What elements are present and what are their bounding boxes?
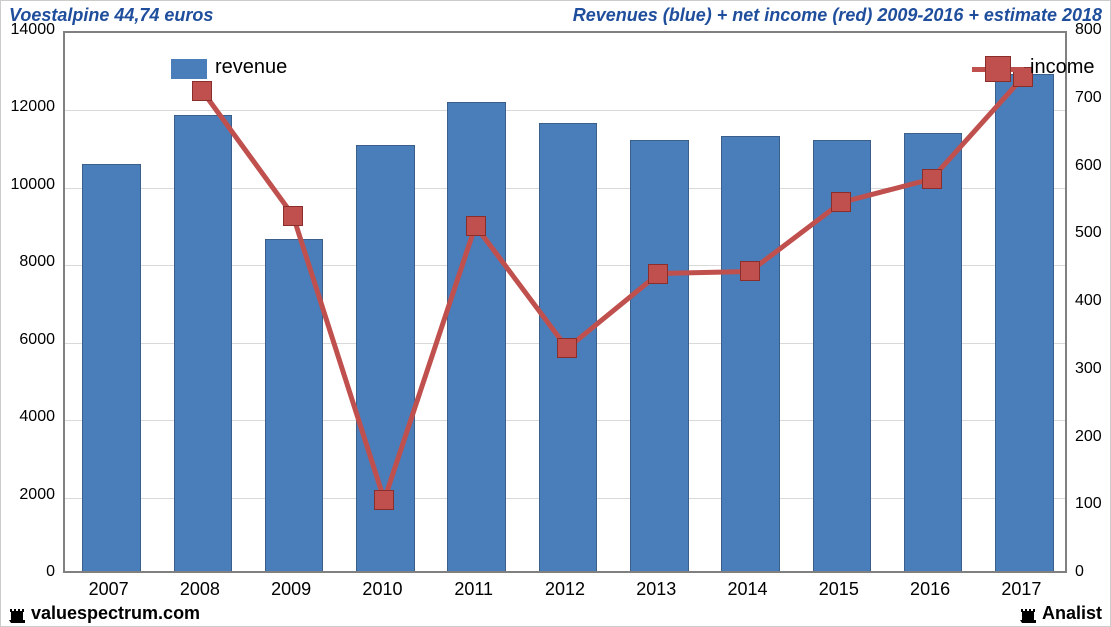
y-left-tick-label: 8000: [19, 253, 55, 271]
footer-left-text: valuespectrum.com: [31, 603, 200, 624]
y-right-tick-label: 100: [1075, 495, 1102, 513]
revenue-bar: [995, 74, 1054, 571]
x-tick-label: 2008: [180, 579, 220, 600]
x-tick-label: 2012: [545, 579, 585, 600]
revenue-bar: [630, 140, 689, 571]
rook-icon: [1020, 603, 1038, 623]
revenue-bar: [82, 164, 141, 572]
x-tick-label: 2014: [728, 579, 768, 600]
footer-right-text: Analist: [1042, 603, 1102, 624]
y-left-tick-label: 6000: [19, 331, 55, 349]
income-marker: [831, 192, 851, 212]
y-right-tick-label: 600: [1075, 157, 1102, 175]
y-left-tick-label: 0: [46, 563, 55, 581]
income-marker: [922, 169, 942, 189]
y-left-tick-label: 14000: [11, 21, 56, 39]
header-right-title: Revenues (blue) + net income (red) 2009-…: [573, 5, 1102, 26]
chart-container: Voestalpine 44,74 euros Revenues (blue) …: [0, 0, 1111, 627]
revenue-bar: [447, 102, 506, 571]
legend-income-label: income: [1030, 56, 1094, 79]
y-right-tick-label: 400: [1075, 292, 1102, 310]
plot-area: [63, 31, 1067, 573]
footer-right: Analist: [1020, 603, 1102, 624]
y-right-tick-label: 800: [1075, 21, 1102, 39]
y-right-tick-label: 500: [1075, 224, 1102, 242]
income-marker: [466, 216, 486, 236]
chart-header: Voestalpine 44,74 euros Revenues (blue) …: [1, 1, 1110, 29]
x-tick-label: 2017: [1001, 579, 1041, 600]
y-right-tick-label: 200: [1075, 428, 1102, 446]
chart-footer: valuespectrum.com Analist: [1, 600, 1110, 626]
income-marker: [740, 261, 760, 281]
legend-revenue-swatch: [171, 59, 207, 79]
income-marker: [283, 206, 303, 226]
legend-revenue-label: revenue: [215, 56, 287, 79]
income-marker: [192, 81, 212, 101]
y-left-tick-label: 12000: [11, 98, 56, 116]
y-right-tick-label: 0: [1075, 563, 1084, 581]
legend-income-marker: [985, 56, 1011, 82]
x-tick-label: 2013: [636, 579, 676, 600]
x-tick-label: 2016: [910, 579, 950, 600]
y-right-tick-label: 700: [1075, 89, 1102, 107]
revenue-bar: [904, 133, 963, 571]
income-marker: [557, 338, 577, 358]
x-tick-label: 2007: [89, 579, 129, 600]
income-marker: [648, 264, 668, 284]
x-tick-label: 2015: [819, 579, 859, 600]
x-tick-label: 2009: [271, 579, 311, 600]
x-tick-label: 2010: [362, 579, 402, 600]
revenue-bar: [174, 115, 233, 571]
revenue-bar: [721, 136, 780, 571]
rook-icon: [9, 603, 27, 623]
income-marker: [374, 490, 394, 510]
y-right-tick-label: 300: [1075, 360, 1102, 378]
y-left-tick-label: 4000: [19, 408, 55, 426]
y-left-tick-label: 10000: [11, 176, 56, 194]
y-left-tick-label: 2000: [19, 486, 55, 504]
x-tick-label: 2011: [454, 579, 493, 600]
footer-left: valuespectrum.com: [9, 603, 200, 624]
